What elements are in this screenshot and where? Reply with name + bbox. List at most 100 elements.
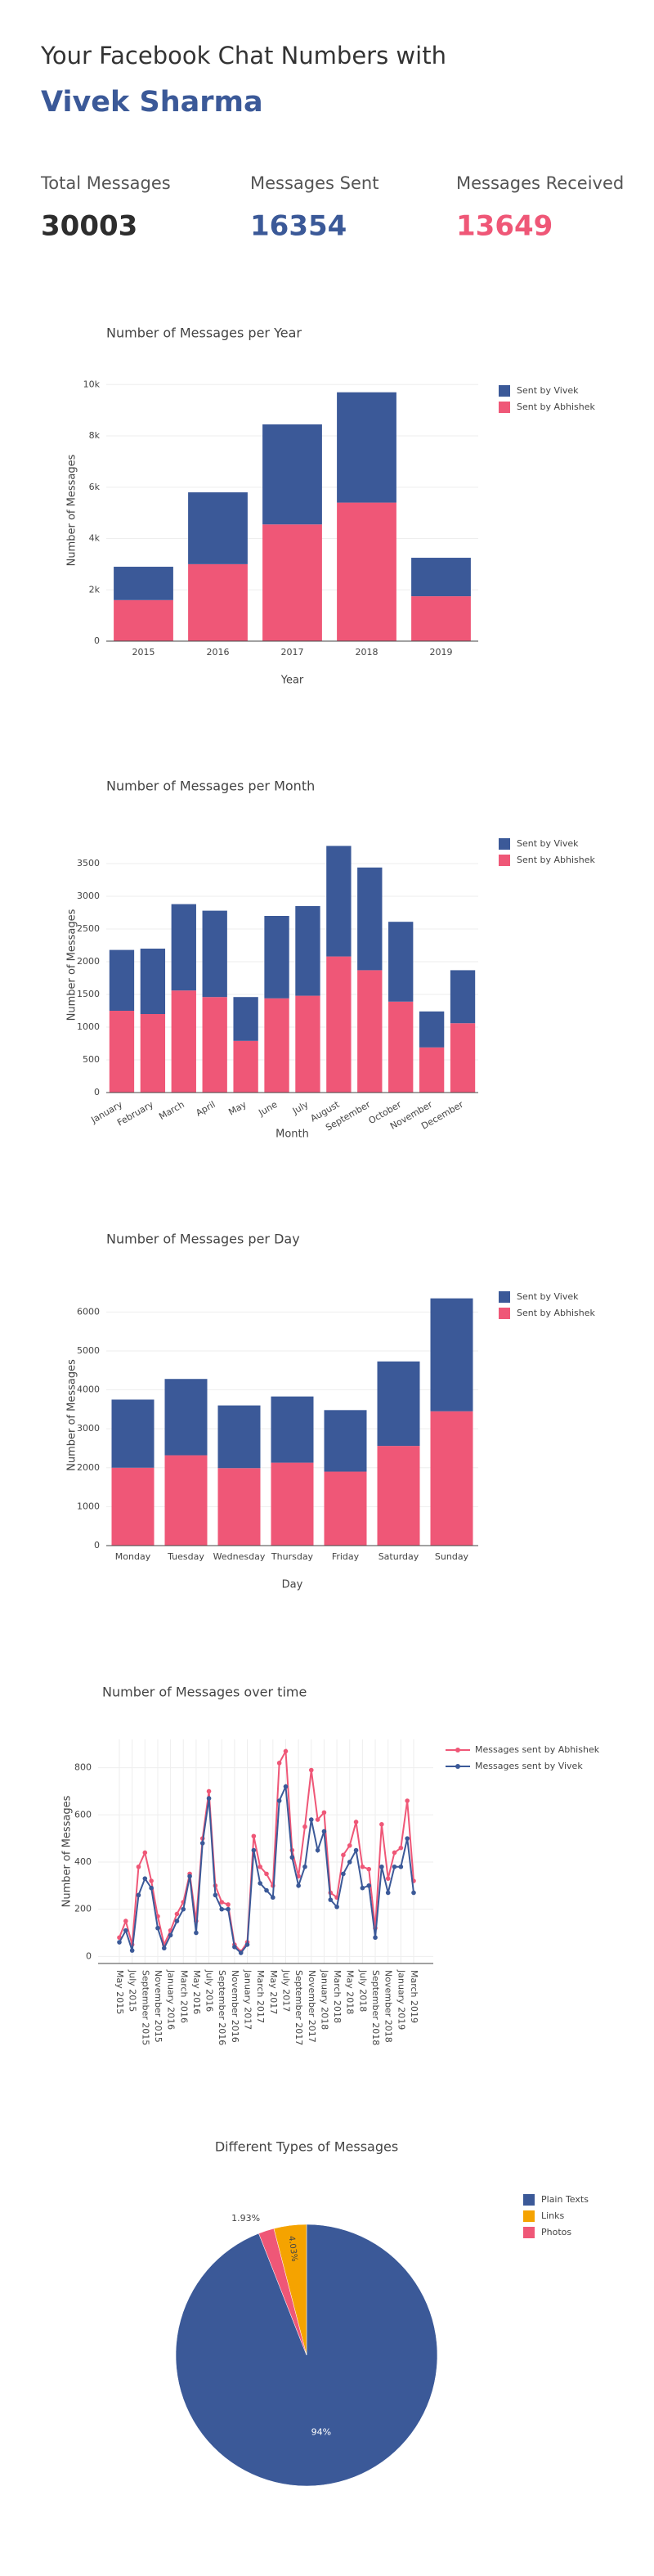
x-tick-label: January 2019 <box>396 1969 406 2030</box>
y-tick-label: 1000 <box>77 1021 100 1032</box>
point <box>360 1885 365 1891</box>
bar <box>450 1023 476 1093</box>
point <box>385 1876 391 1881</box>
point <box>276 1761 282 1766</box>
point <box>385 1890 391 1896</box>
legend-label: Photos <box>541 2227 571 2237</box>
x-axis-title: Day <box>282 1579 303 1591</box>
point <box>136 1892 141 1898</box>
x-tick-label: July 2016 <box>204 1969 215 2012</box>
bar <box>202 910 227 998</box>
x-tick-label: 2017 <box>281 647 304 657</box>
pie-slice <box>258 2228 307 2356</box>
point <box>308 1767 314 1773</box>
point <box>341 1871 346 1877</box>
point <box>187 1874 192 1879</box>
point <box>155 1925 160 1931</box>
point <box>194 1930 199 1936</box>
point <box>142 1850 148 1856</box>
legend-swatch <box>499 1291 510 1303</box>
bar <box>411 596 471 641</box>
x-tick-label: Wednesday <box>213 1551 266 1562</box>
y-axis-title: Number of Messages <box>66 454 78 566</box>
point <box>219 1900 225 1905</box>
chart-title: Number of Messages per Year <box>106 325 302 341</box>
point <box>206 1788 212 1794</box>
point <box>296 1883 301 1888</box>
point <box>149 1885 154 1891</box>
legend-swatch <box>523 2194 535 2206</box>
x-tick-label: January 2017 <box>243 1969 253 2030</box>
x-tick-label: September 2017 <box>293 1970 304 2045</box>
point <box>149 1878 154 1883</box>
x-tick-label: Saturday <box>379 1551 419 1562</box>
y-axis-title: Number of Messages <box>66 1359 78 1471</box>
bar <box>411 558 471 597</box>
series-line <box>119 1748 414 1954</box>
point <box>264 1887 269 1893</box>
x-tick-label: 2015 <box>132 647 155 657</box>
slice-label: 94% <box>311 2426 331 2437</box>
x-tick-label: September 2015 <box>140 1970 150 2045</box>
x-tick-label: January 2016 <box>166 1969 177 2030</box>
x-tick-label: July 2015 <box>128 1969 138 2012</box>
x-tick-label: May 2016 <box>191 1970 202 2014</box>
x-tick-label: July 2017 <box>280 1969 291 2012</box>
chart-title: Number of Messages over time <box>102 1685 307 1700</box>
point <box>315 1817 320 1822</box>
point <box>219 1906 225 1912</box>
bar <box>188 563 248 641</box>
x-tick-label: 2018 <box>356 647 379 657</box>
bar <box>109 949 135 1011</box>
x-tick-label: March <box>157 1099 186 1122</box>
legend-swatch <box>499 402 510 413</box>
point <box>276 1798 282 1803</box>
bar <box>217 1405 261 1469</box>
bar <box>217 1468 261 1546</box>
legend-label: Sent by Vivek <box>517 1291 579 1302</box>
y-tick-label: 5000 <box>77 1345 100 1356</box>
stat-label: Total Messages <box>40 173 171 193</box>
y-tick-label: 4000 <box>77 1384 100 1395</box>
x-tick-label: Thursday <box>271 1551 314 1562</box>
y-tick-label: 4k <box>89 533 101 544</box>
point <box>232 1945 237 1950</box>
point <box>161 1945 167 1951</box>
chart-title: Number of Messages per Day <box>106 1232 300 1247</box>
point <box>251 1847 257 1853</box>
point <box>302 1824 307 1829</box>
bar <box>419 1047 445 1093</box>
bar <box>164 1455 208 1546</box>
point <box>373 1935 378 1941</box>
chart-title: Different Types of Messages <box>215 2139 398 2155</box>
x-tick-label: February <box>115 1099 155 1129</box>
point <box>251 1833 257 1839</box>
bar <box>326 846 352 957</box>
y-tick-label: 10k <box>83 379 101 389</box>
bar <box>233 997 258 1041</box>
stat-value: 30003 <box>41 210 137 243</box>
point <box>264 1871 269 1877</box>
bar <box>357 970 383 1093</box>
chart-title: Number of Messages per Month <box>106 779 315 794</box>
legend-label: Sent by Abhishek <box>517 855 596 865</box>
point <box>244 1942 250 1947</box>
legend-swatch <box>523 2210 535 2222</box>
bar <box>337 392 396 503</box>
bar <box>262 424 322 525</box>
bar <box>171 990 196 1093</box>
contact-name: Vivek Sharma <box>41 86 263 119</box>
bar <box>377 1446 420 1546</box>
x-tick-label: July 2018 <box>357 1969 368 2012</box>
bar <box>388 1001 414 1093</box>
point <box>328 1897 334 1902</box>
x-tick-label: May 2018 <box>345 1970 356 2014</box>
x-tick-label: May <box>226 1099 249 1118</box>
y-tick-label: 3000 <box>77 891 100 901</box>
legend-swatch <box>523 2227 535 2238</box>
point <box>168 1932 173 1938</box>
x-tick-label: March 2019 <box>409 1970 419 2023</box>
x-tick-label: January 2018 <box>319 1969 329 2030</box>
x-tick-label: Friday <box>332 1551 360 1562</box>
